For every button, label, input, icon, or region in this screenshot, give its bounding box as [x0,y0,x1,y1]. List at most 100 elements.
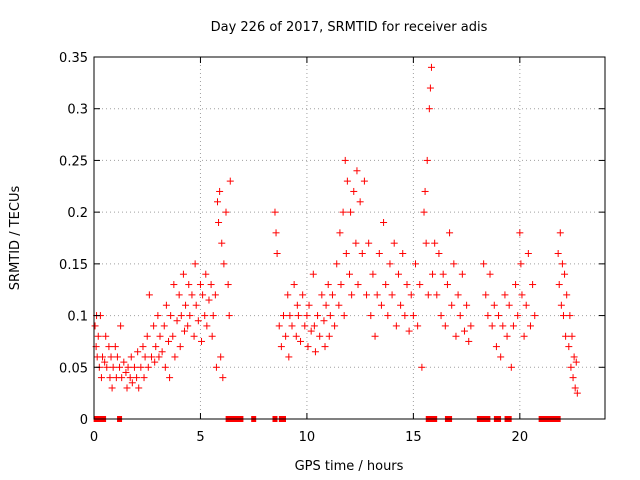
data-point [441,322,449,330]
data-point [569,374,577,382]
data-point [563,291,571,299]
data-point [106,374,114,382]
data-point [213,198,221,206]
data-point [340,312,348,320]
data-point [217,353,225,361]
data-point [123,384,131,392]
data-point [220,260,228,268]
data-point [272,229,280,237]
axis-ticks: 0 0.05 0.1 0.15 0.2 0.25 0.3 0.35 0 5 10 15 20 [59,51,605,445]
data-point [188,291,196,299]
data-point [155,353,163,361]
data-point [367,312,375,320]
data-point [437,312,445,320]
data-point [448,301,456,309]
data-point [209,312,217,320]
data-point [556,229,564,237]
data-point [156,332,164,340]
data-point [201,312,209,320]
data-point [120,358,128,366]
data-point [427,63,435,71]
data-point [196,281,204,289]
data-point [161,363,169,371]
data-point [412,260,420,268]
data-point [429,270,437,278]
data-point [301,322,309,330]
x-tick-label: 20 [512,430,529,445]
data-point [421,187,429,195]
data-point [562,332,570,340]
data-point [307,327,315,335]
data-point [426,84,434,92]
data-point [450,260,458,268]
chart-title: Day 226 of 2017, SRMTID for receiver adi… [211,20,488,35]
data-point [322,301,330,309]
data-point [456,312,464,320]
y-axis-label: SRMTID / TECUs [8,186,23,291]
data-point [422,239,430,247]
data-point [297,337,305,345]
data-point [514,312,522,320]
x-axis-label: GPS time / hours [295,459,404,474]
data-point [211,291,219,299]
data-point [185,281,193,289]
data-point [169,332,177,340]
data-point [145,291,153,299]
data-point [166,374,174,382]
data-point [380,218,388,226]
data-point [516,229,524,237]
data-point [103,363,111,371]
data-point [373,291,381,299]
data-point [309,270,317,278]
data-point [458,270,466,278]
data-point [531,312,539,320]
data-point [271,208,279,216]
data-point [559,312,567,320]
data-point [356,198,364,206]
data-point [154,312,162,320]
data-point [390,239,398,247]
y-tick-label: 0 [80,413,88,428]
data-point [501,291,509,299]
grid-lines [94,57,605,419]
data-point [503,332,511,340]
data-point [290,281,298,289]
data-point [454,291,462,299]
data-point [321,343,329,351]
data-point [180,327,188,335]
data-point [135,384,143,392]
data-point [158,348,166,356]
data-point [141,353,149,361]
data-point [310,322,318,330]
data-point [285,353,293,361]
data-point [570,353,578,361]
data-point [495,312,503,320]
data-point [435,250,443,258]
data-point [143,332,151,340]
y-tick-label: 0.35 [59,51,88,66]
data-point [342,250,350,258]
y-tick-label: 0.1 [67,310,88,325]
data-point [226,177,234,185]
data-point [225,312,233,320]
data-point [219,374,227,382]
data-point [446,229,454,237]
data-point [465,337,473,345]
data-point [392,322,400,330]
data-point [194,317,202,325]
data-point [397,301,405,309]
data-point [126,374,134,382]
data-point [460,327,468,335]
data-point [202,270,210,278]
data-point [139,343,147,351]
data-point [216,187,224,195]
data-point [572,358,580,366]
data-point [192,301,200,309]
data-point [343,177,351,185]
data-point [160,322,168,330]
data-point [170,281,178,289]
data-point [277,343,285,351]
data-point [124,363,132,371]
data-point [147,353,155,361]
data-point [401,312,409,320]
